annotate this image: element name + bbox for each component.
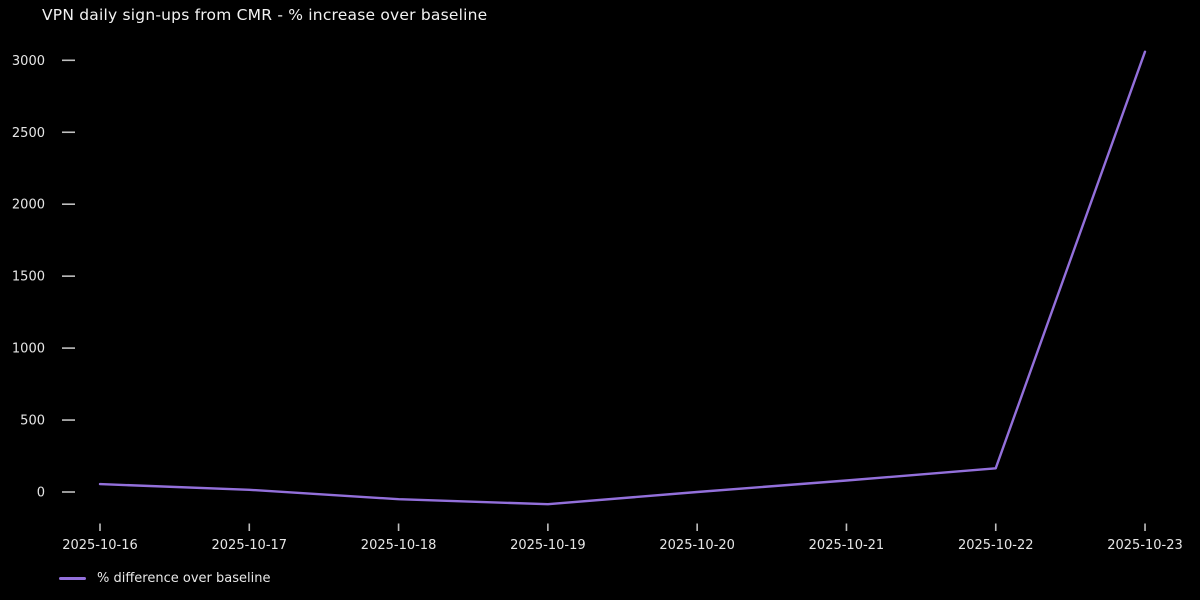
x-tick-label: 2025-10-22 bbox=[958, 538, 1034, 553]
y-tick-label: 3000 bbox=[12, 54, 45, 69]
y-tick-label: 1500 bbox=[12, 270, 45, 285]
y-tick-label: 500 bbox=[20, 414, 45, 429]
x-tick-label: 2025-10-19 bbox=[510, 538, 586, 553]
y-tick-label: 2000 bbox=[12, 198, 45, 213]
y-tick-label: 0 bbox=[37, 486, 45, 501]
x-tick-label: 2025-10-21 bbox=[809, 538, 885, 553]
legend-line-swatch bbox=[59, 577, 86, 580]
x-tick-label: 2025-10-20 bbox=[659, 538, 735, 553]
y-tick-label: 1000 bbox=[12, 342, 45, 357]
x-tick-label: 2025-10-17 bbox=[212, 538, 288, 553]
x-tick-label: 2025-10-23 bbox=[1107, 538, 1183, 553]
chart-title: VPN daily sign-ups from CMR - % increase… bbox=[42, 6, 488, 24]
data-line bbox=[98, 50, 1147, 506]
x-tick-label: 2025-10-16 bbox=[62, 538, 138, 553]
legend: % difference over baseline bbox=[59, 571, 270, 586]
x-tick-label: 2025-10-18 bbox=[361, 538, 437, 553]
y-tick-label: 2500 bbox=[12, 126, 45, 141]
legend-label: % difference over baseline bbox=[97, 571, 271, 586]
